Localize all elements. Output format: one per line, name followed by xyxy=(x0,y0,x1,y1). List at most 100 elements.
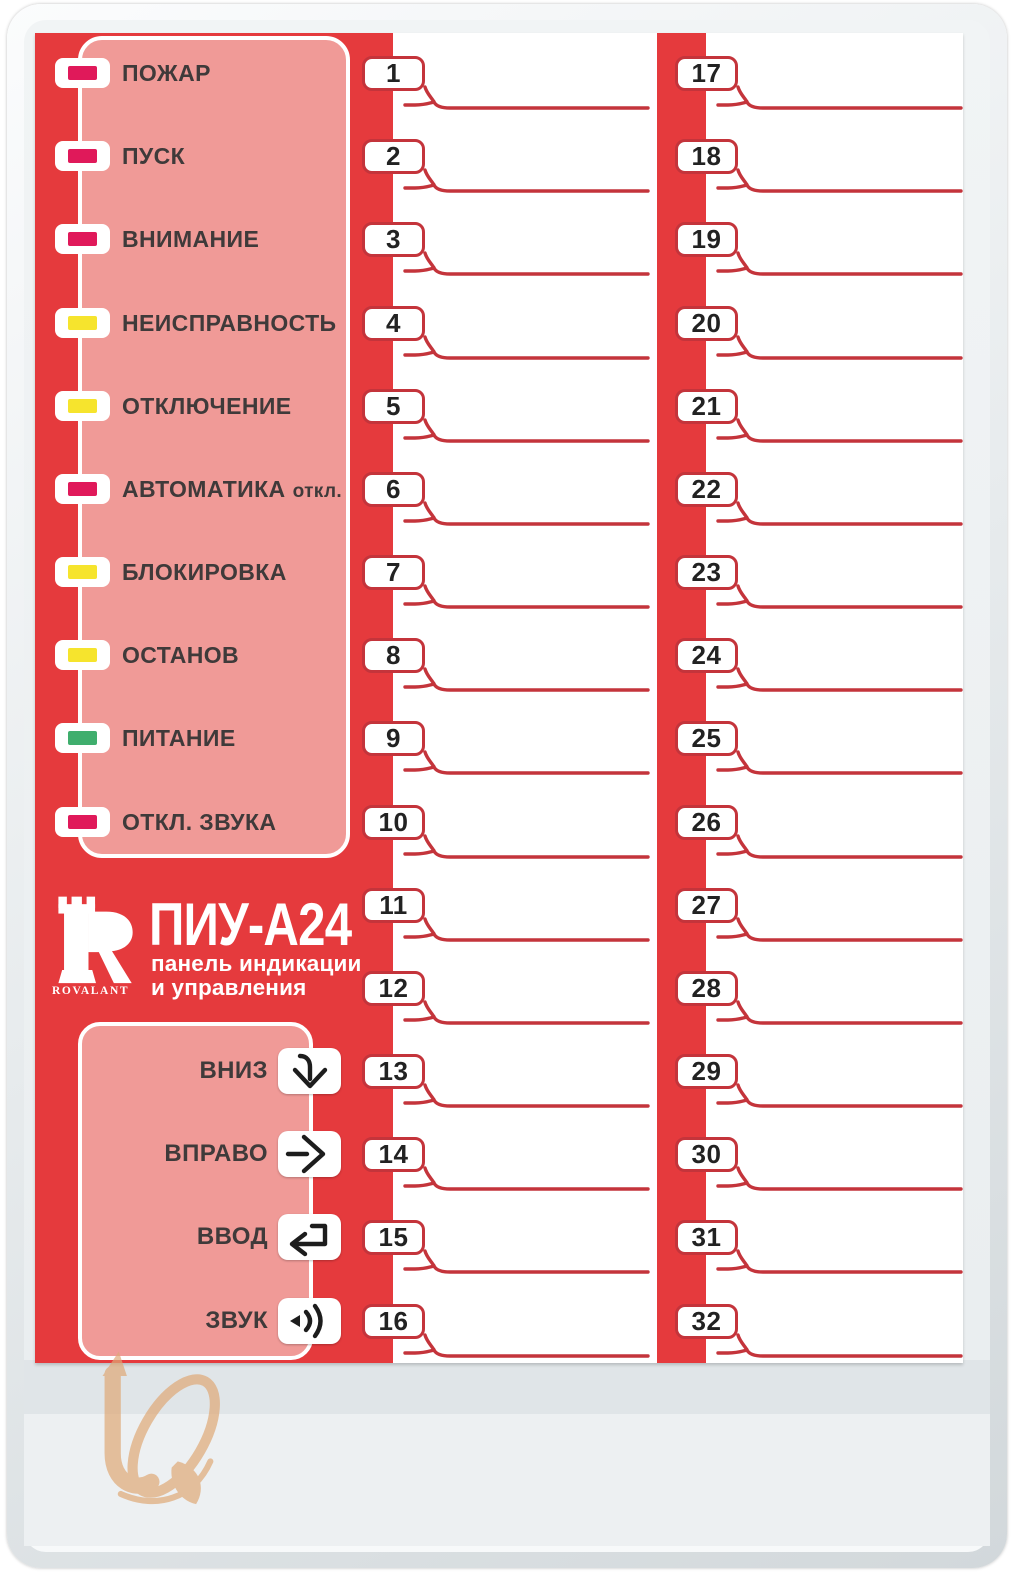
led-window xyxy=(55,473,110,504)
zone-leader-line xyxy=(403,750,650,776)
zone-row: 29 xyxy=(675,1054,975,1114)
zone-row: 23 xyxy=(675,555,975,615)
zone-number: 16 xyxy=(378,1305,409,1336)
zone-leader-line xyxy=(716,1000,963,1025)
zone-leader-line xyxy=(716,667,963,692)
zone-number-plate: 25 xyxy=(675,721,738,757)
zone-number: 22 xyxy=(691,473,722,504)
indicator-panel-bg xyxy=(78,36,350,858)
zone-number-plate: 10 xyxy=(362,804,425,840)
indicator-label: НЕИСПРАВНОСТЬ xyxy=(122,309,337,336)
zone-number: 12 xyxy=(378,972,409,1003)
zone-column-2: 17 18 19 20 21 22 xyxy=(675,33,975,1363)
led-light xyxy=(68,398,97,413)
indicator-label: БЛОКИРОВКА xyxy=(122,559,287,586)
zone-row: 1 xyxy=(362,56,662,116)
indicator-label: ПУСК xyxy=(122,143,186,170)
zone-row: 30 xyxy=(675,1137,975,1197)
button-arrow-down[interactable] xyxy=(278,1048,341,1095)
zone-leader-line xyxy=(403,833,650,859)
zone-leader-line xyxy=(716,251,963,277)
zone-leader-line xyxy=(403,501,650,526)
zone-leader-line xyxy=(716,833,963,859)
button-row: ВПРАВО xyxy=(35,1131,345,1178)
zone-row: 3 xyxy=(362,222,662,282)
led-window xyxy=(55,723,110,754)
zone-row: 4 xyxy=(362,305,662,366)
zone-number-plate: 1 xyxy=(362,56,425,91)
zone-number: 10 xyxy=(378,806,409,837)
zone-leader-line xyxy=(403,1332,650,1358)
button-sound-waves[interactable] xyxy=(278,1297,341,1344)
zone-number: 28 xyxy=(691,972,722,1003)
zone-number: 4 xyxy=(386,307,401,338)
zone-number-plate: 23 xyxy=(675,555,738,591)
zone-row: 21 xyxy=(675,388,975,449)
zone-row: 14 xyxy=(362,1137,662,1197)
zone-number: 5 xyxy=(386,390,401,421)
zone-row: 8 xyxy=(362,638,662,698)
model-subtitle: панель индикации и управления xyxy=(151,952,362,999)
led-light xyxy=(68,315,97,330)
zone-number-plate: 2 xyxy=(362,139,425,175)
zone-row: 26 xyxy=(675,804,975,865)
zone-number: 24 xyxy=(691,640,722,671)
zone-number: 3 xyxy=(386,224,401,255)
indicator-group: ПОЖАР ПУСК ВНИМАНИЕ НЕИСПРАВНОСТЬ ОТКЛЮЧ… xyxy=(35,33,963,1363)
indicator-label: ОТКЛЮЧЕНИЕ xyxy=(122,392,292,419)
zone-row: 18 xyxy=(675,139,975,199)
button-arrow-right[interactable] xyxy=(278,1131,341,1178)
zone-row: 32 xyxy=(675,1303,975,1364)
zone-row: 17 xyxy=(675,56,975,116)
zone-number: 7 xyxy=(386,557,401,588)
button-enter-arrow[interactable] xyxy=(278,1214,341,1261)
indicator-row: ПУСК xyxy=(35,138,393,174)
zone-number-plate: 21 xyxy=(675,388,738,424)
zone-row: 22 xyxy=(675,471,975,532)
zone-number-plate: 3 xyxy=(362,222,425,258)
indicator-row: ОТКЛЮЧЕНИЕ xyxy=(35,388,393,424)
indicator-label: ПИТАНИЕ xyxy=(122,725,236,752)
zone-number: 11 xyxy=(379,889,408,920)
zone-leader-line xyxy=(716,85,963,110)
zone-leader-line xyxy=(403,85,650,110)
zone-leader-line xyxy=(403,417,650,443)
zone-leader-line xyxy=(403,667,650,692)
zone-row: 28 xyxy=(675,970,975,1031)
zone-number-plate: 15 xyxy=(362,1220,425,1256)
indicator-label: ОТКЛ. ЗВУКА xyxy=(122,808,277,835)
indicator-row: ОСТАНОВ xyxy=(35,637,393,673)
led-window xyxy=(55,390,110,421)
zone-number-plate: 24 xyxy=(675,638,738,674)
indicator-row: АВТОМАТИКА откл. xyxy=(35,471,393,507)
rook-r-logo-icon xyxy=(58,896,133,984)
led-light xyxy=(68,648,97,663)
zone-number-plate: 31 xyxy=(675,1220,738,1256)
zone-number-plate: 18 xyxy=(675,139,738,175)
zone-number-plate: 7 xyxy=(362,555,425,591)
zone-number: 29 xyxy=(691,1056,722,1087)
zone-number: 8 xyxy=(386,640,401,671)
arrow-right-icon xyxy=(285,1135,326,1174)
zone-number: 17 xyxy=(691,58,722,88)
zone-row: 27 xyxy=(675,887,975,948)
zone-number-plate: 27 xyxy=(675,887,738,923)
zone-number: 32 xyxy=(691,1305,722,1336)
zone-number-plate: 13 xyxy=(362,1054,425,1090)
button-row: ВВОД xyxy=(35,1214,345,1261)
zone-number-plate: 12 xyxy=(362,970,425,1006)
button-label: ВНИЗ xyxy=(199,1057,268,1085)
zone-leader-line xyxy=(716,750,963,776)
zone-number: 1 xyxy=(386,58,401,88)
led-light xyxy=(68,731,97,746)
button-row: ВНИЗ xyxy=(35,1048,345,1095)
control-button-group: ВНИЗ ВПРАВО ВВОД ЗВУК xyxy=(35,33,963,1363)
zone-number: 21 xyxy=(691,390,722,421)
zone-number-plate: 29 xyxy=(675,1054,738,1090)
brand-name: ROVALANT xyxy=(52,985,130,997)
zone-leader-line xyxy=(403,916,650,942)
zone-number: 9 xyxy=(386,723,401,754)
zone-number-plate: 8 xyxy=(362,638,425,674)
led-light xyxy=(68,66,97,80)
